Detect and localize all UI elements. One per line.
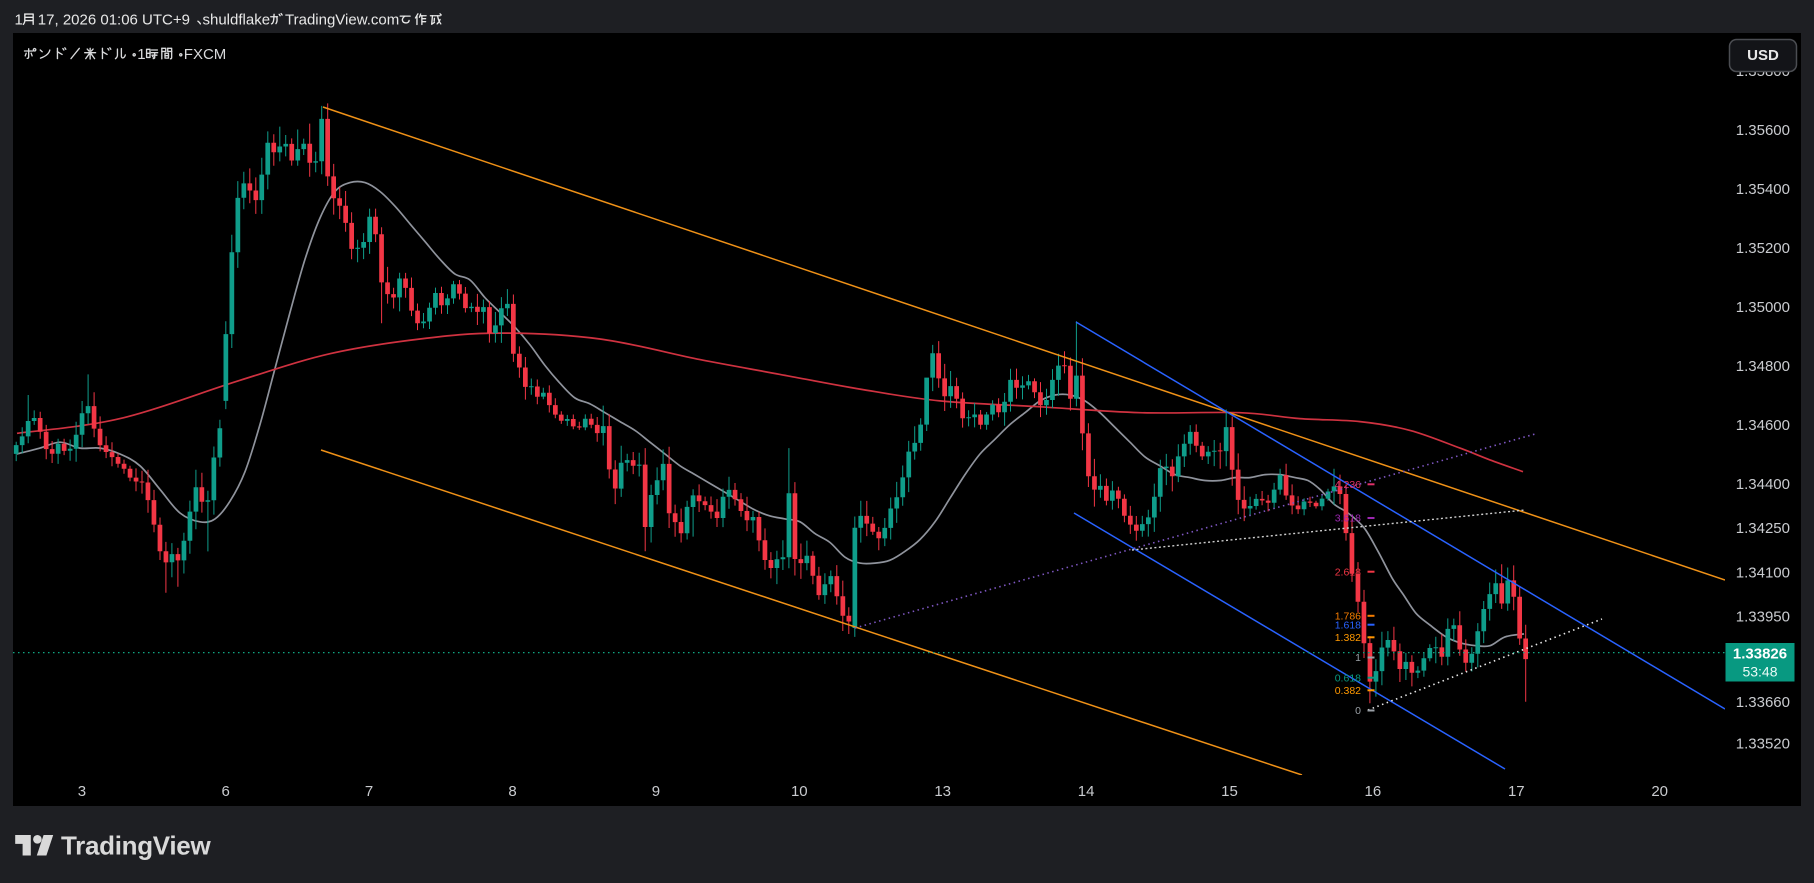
svg-text:14: 14 xyxy=(1078,783,1095,800)
svg-text:1: 1 xyxy=(137,46,145,63)
svg-text:0.382: 0.382 xyxy=(1335,685,1361,697)
svg-text:TradingView.com: TradingView.com xyxy=(285,12,399,29)
svg-text:TradingView: TradingView xyxy=(61,831,211,861)
svg-text:1: 1 xyxy=(15,12,23,29)
svg-text:6: 6 xyxy=(222,783,230,800)
svg-text:10: 10 xyxy=(791,783,808,800)
svg-text:1.35000: 1.35000 xyxy=(1736,299,1790,316)
svg-text:0.618: 0.618 xyxy=(1335,672,1361,684)
svg-text:3: 3 xyxy=(78,783,86,800)
svg-text:1.34600: 1.34600 xyxy=(1736,417,1790,434)
svg-text:4.236: 4.236 xyxy=(1335,479,1361,491)
svg-text:1.34100: 1.34100 xyxy=(1736,564,1790,581)
svg-text:1.33520: 1.33520 xyxy=(1736,735,1790,752)
svg-text:20: 20 xyxy=(1651,783,1668,800)
svg-text:7: 7 xyxy=(365,783,373,800)
svg-text:shuldflake: shuldflake xyxy=(203,12,271,29)
svg-text:2.618: 2.618 xyxy=(1335,566,1361,578)
svg-text:16: 16 xyxy=(1365,783,1382,800)
svg-text:1.34400: 1.34400 xyxy=(1736,476,1790,493)
svg-text:1.33660: 1.33660 xyxy=(1736,694,1790,711)
svg-text:1.618: 1.618 xyxy=(1335,619,1361,631)
svg-text:1.35600: 1.35600 xyxy=(1736,122,1790,139)
svg-text:1.382: 1.382 xyxy=(1335,632,1361,644)
svg-text:8: 8 xyxy=(508,783,516,800)
svg-text:1.35400: 1.35400 xyxy=(1736,181,1790,198)
svg-text:9: 9 xyxy=(652,783,660,800)
svg-text:3.618: 3.618 xyxy=(1335,513,1361,525)
svg-text:13: 13 xyxy=(934,783,951,800)
svg-text:17, 2026 01:06 UTC+9: 17, 2026 01:06 UTC+9 xyxy=(38,12,190,29)
svg-text:15: 15 xyxy=(1221,783,1238,800)
svg-text:17: 17 xyxy=(1508,783,1525,800)
svg-text:USD: USD xyxy=(1747,47,1779,64)
svg-text:1.34800: 1.34800 xyxy=(1736,358,1790,375)
svg-text:1.35200: 1.35200 xyxy=(1736,240,1790,257)
svg-text:FXCM: FXCM xyxy=(184,46,227,63)
svg-text:1.33950: 1.33950 xyxy=(1736,609,1790,626)
svg-text:53:48: 53:48 xyxy=(1742,664,1777,680)
svg-text:0: 0 xyxy=(1355,705,1361,717)
svg-text:1.33826: 1.33826 xyxy=(1733,646,1787,663)
svg-text:1.786: 1.786 xyxy=(1335,610,1361,622)
svg-text:1: 1 xyxy=(1355,652,1361,664)
svg-text:1.34250: 1.34250 xyxy=(1736,520,1790,537)
